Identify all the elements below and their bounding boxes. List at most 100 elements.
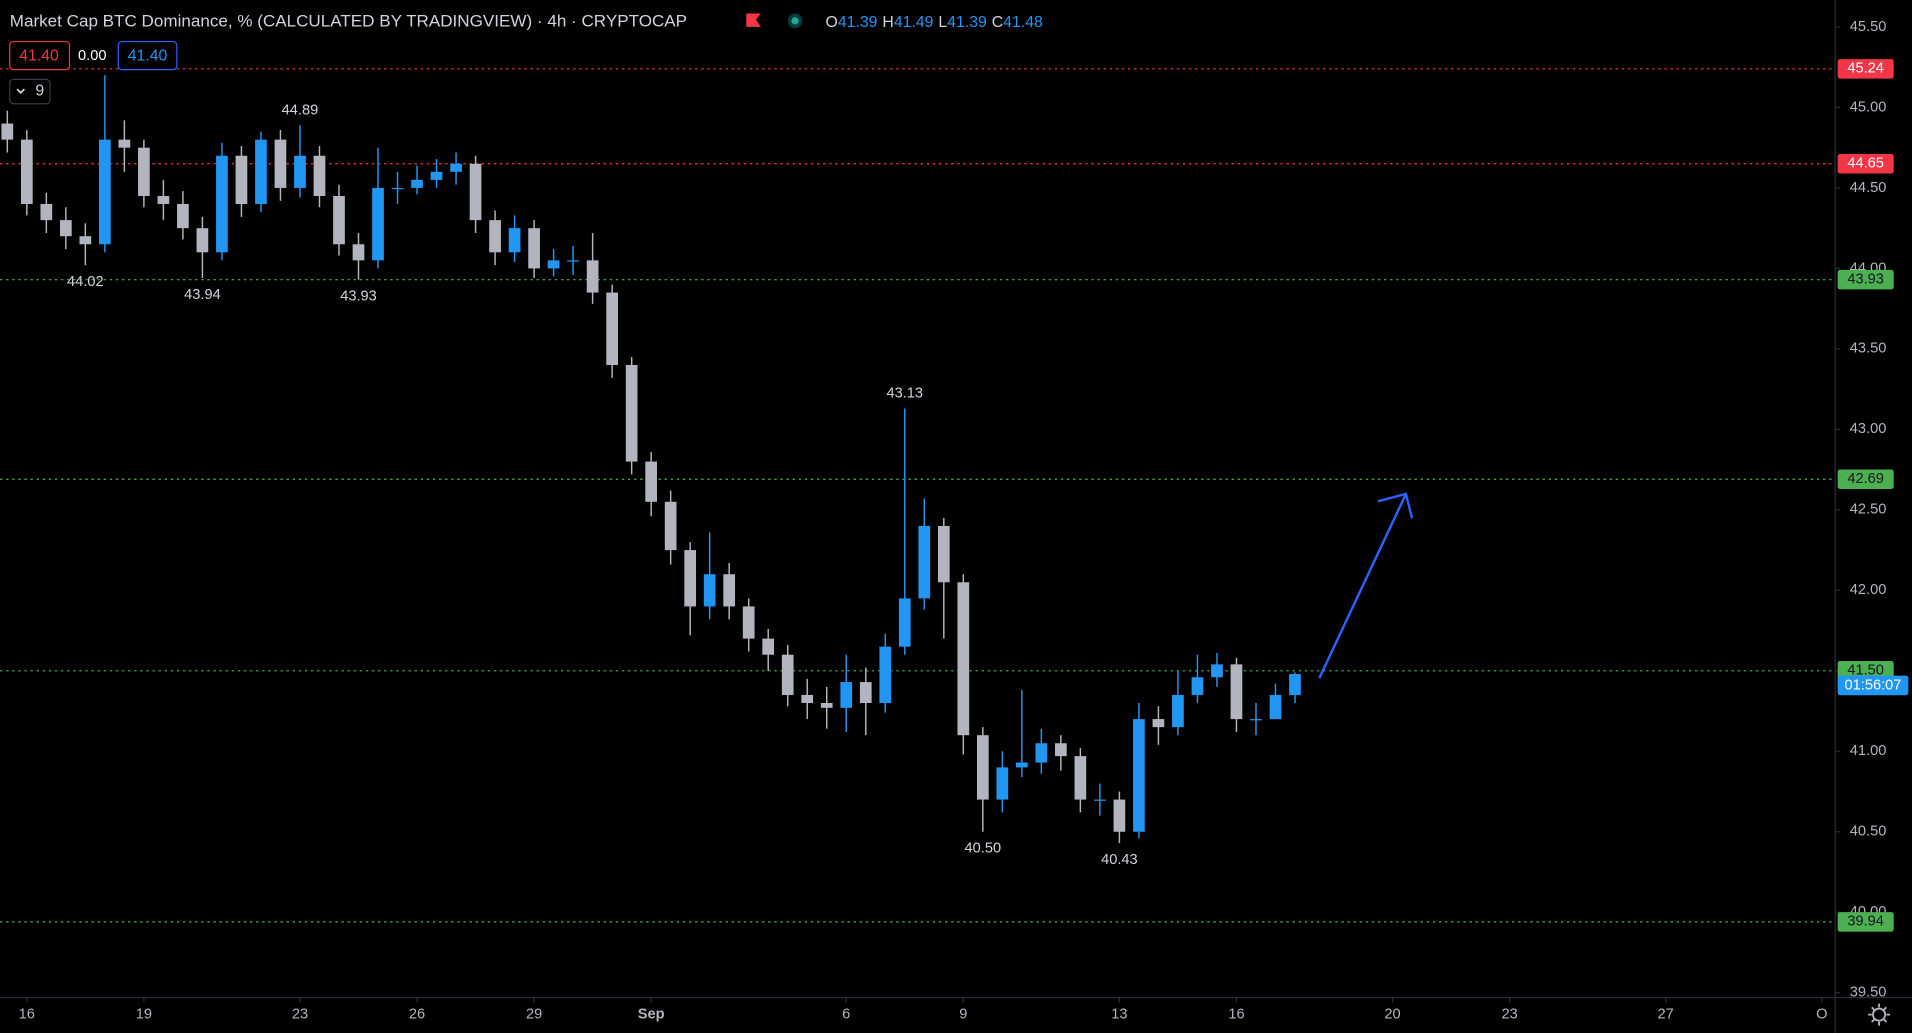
buy-price[interactable]: 41.40 xyxy=(128,47,168,64)
gear[interactable] xyxy=(1872,1007,1887,1022)
candle-body xyxy=(898,598,911,647)
candle-body xyxy=(1,123,14,140)
candle-body xyxy=(1250,719,1262,721)
y-tick-label: 39.50 xyxy=(1850,985,1887,1001)
x-tick-label: 29 xyxy=(526,1006,542,1022)
level-label: 45.24 xyxy=(1847,61,1884,77)
candle-body xyxy=(1015,762,1028,768)
plot-area xyxy=(0,68,1836,923)
y-tick-label: 40.50 xyxy=(1850,824,1887,840)
x-tick-label: O xyxy=(1816,1006,1827,1022)
candle-body xyxy=(450,163,462,172)
candle-body xyxy=(762,638,775,655)
y-tick-label: 43.50 xyxy=(1850,341,1887,357)
level-label-box xyxy=(1837,154,1894,174)
gear-teeth[interactable] xyxy=(1868,1003,1891,1026)
candle-body xyxy=(138,147,150,196)
x-tick-label: 16 xyxy=(19,1006,35,1022)
candle-body xyxy=(1191,677,1204,695)
x-tick-label: 16 xyxy=(1228,1006,1244,1022)
ohlc-key: L xyxy=(938,14,947,31)
candle-body xyxy=(976,735,989,800)
candle-body xyxy=(333,195,345,245)
x-tick-label: 9 xyxy=(959,1006,967,1022)
x-tick-label: 23 xyxy=(1501,1006,1517,1022)
level-label: 43.93 xyxy=(1847,272,1884,288)
candle-body xyxy=(547,260,560,269)
candle-body xyxy=(1172,694,1184,728)
arrow-head xyxy=(1377,492,1414,519)
candle-body xyxy=(235,155,248,205)
high-label: 43.13 xyxy=(886,386,923,402)
countdown: 01:56:07 xyxy=(1845,677,1902,693)
buy-button[interactable] xyxy=(117,40,178,71)
candle-body xyxy=(1035,743,1048,763)
candle-body xyxy=(742,606,755,639)
level-label-box xyxy=(1837,269,1894,290)
candle-body xyxy=(177,204,189,229)
ohlc-value: 41.49 xyxy=(894,14,934,31)
candle-body xyxy=(625,364,638,462)
x-tick-label: 26 xyxy=(409,1006,425,1022)
candle-body xyxy=(937,525,950,583)
indicator-toggle[interactable] xyxy=(9,78,51,105)
y-tick-label: 43.00 xyxy=(1850,421,1887,437)
candle-body xyxy=(684,550,697,607)
sell-button[interactable] xyxy=(9,40,71,71)
candle-body xyxy=(489,220,501,253)
ohlc-key: O xyxy=(826,14,838,31)
high-label: 44.89 xyxy=(282,102,319,118)
candle-body xyxy=(216,155,228,253)
candle-body xyxy=(645,461,658,502)
candle-body xyxy=(918,525,931,599)
candle-body xyxy=(294,155,306,188)
ohlc-legend: O41.39 H41.49 L41.39 C41.48 xyxy=(826,14,1043,31)
candle-body xyxy=(313,155,326,196)
arrow-shaft xyxy=(1318,493,1408,679)
low-label: 40.50 xyxy=(965,841,1002,857)
candle-body xyxy=(1055,743,1067,757)
ohlc-key: H xyxy=(882,14,893,31)
candle-body xyxy=(996,767,1009,800)
x-tick-label: 20 xyxy=(1384,1006,1400,1022)
candle-body xyxy=(664,501,677,551)
candle-body xyxy=(820,702,833,708)
x-tick-label: 13 xyxy=(1111,1006,1127,1022)
x-tick-label: 27 xyxy=(1658,1006,1674,1022)
candle-body xyxy=(20,139,33,205)
countdown-box xyxy=(1837,675,1909,696)
candle-body xyxy=(1152,719,1165,728)
y-tick-label: 45.00 xyxy=(1850,99,1887,115)
candle-body xyxy=(1074,756,1087,800)
sell-price[interactable]: 41.40 xyxy=(19,47,59,64)
level-label: 41.50 xyxy=(1847,663,1884,679)
x-tick-label: 23 xyxy=(292,1006,308,1022)
candle-body xyxy=(1133,719,1145,832)
ohlc-value: 41.48 xyxy=(1003,14,1043,31)
candle-body xyxy=(606,292,618,365)
candle-body xyxy=(586,260,599,293)
candle-body xyxy=(1211,664,1223,678)
candle-body xyxy=(274,139,287,188)
candle-body xyxy=(430,171,443,180)
settings-icon[interactable] xyxy=(1868,1003,1891,1026)
ohlc-value: 41.39 xyxy=(947,14,987,31)
chevron-icon[interactable] xyxy=(16,88,25,94)
candle-body xyxy=(79,236,92,245)
candle-body xyxy=(703,574,716,607)
candle-body xyxy=(840,682,853,708)
candle-body xyxy=(957,582,970,736)
chart-title: Market Cap BTC Dominance, % (CALCULATED … xyxy=(10,12,687,31)
indicator-count[interactable]: 9 xyxy=(35,83,44,100)
candle-body xyxy=(879,646,892,703)
candle-body xyxy=(372,187,384,261)
level-label: 44.65 xyxy=(1847,156,1884,172)
low-label: 40.43 xyxy=(1101,852,1138,868)
x-tick-label: 6 xyxy=(842,1006,850,1022)
candle-body xyxy=(391,187,404,190)
y-tick-label: 44.50 xyxy=(1850,180,1887,196)
candle-body xyxy=(40,204,53,221)
